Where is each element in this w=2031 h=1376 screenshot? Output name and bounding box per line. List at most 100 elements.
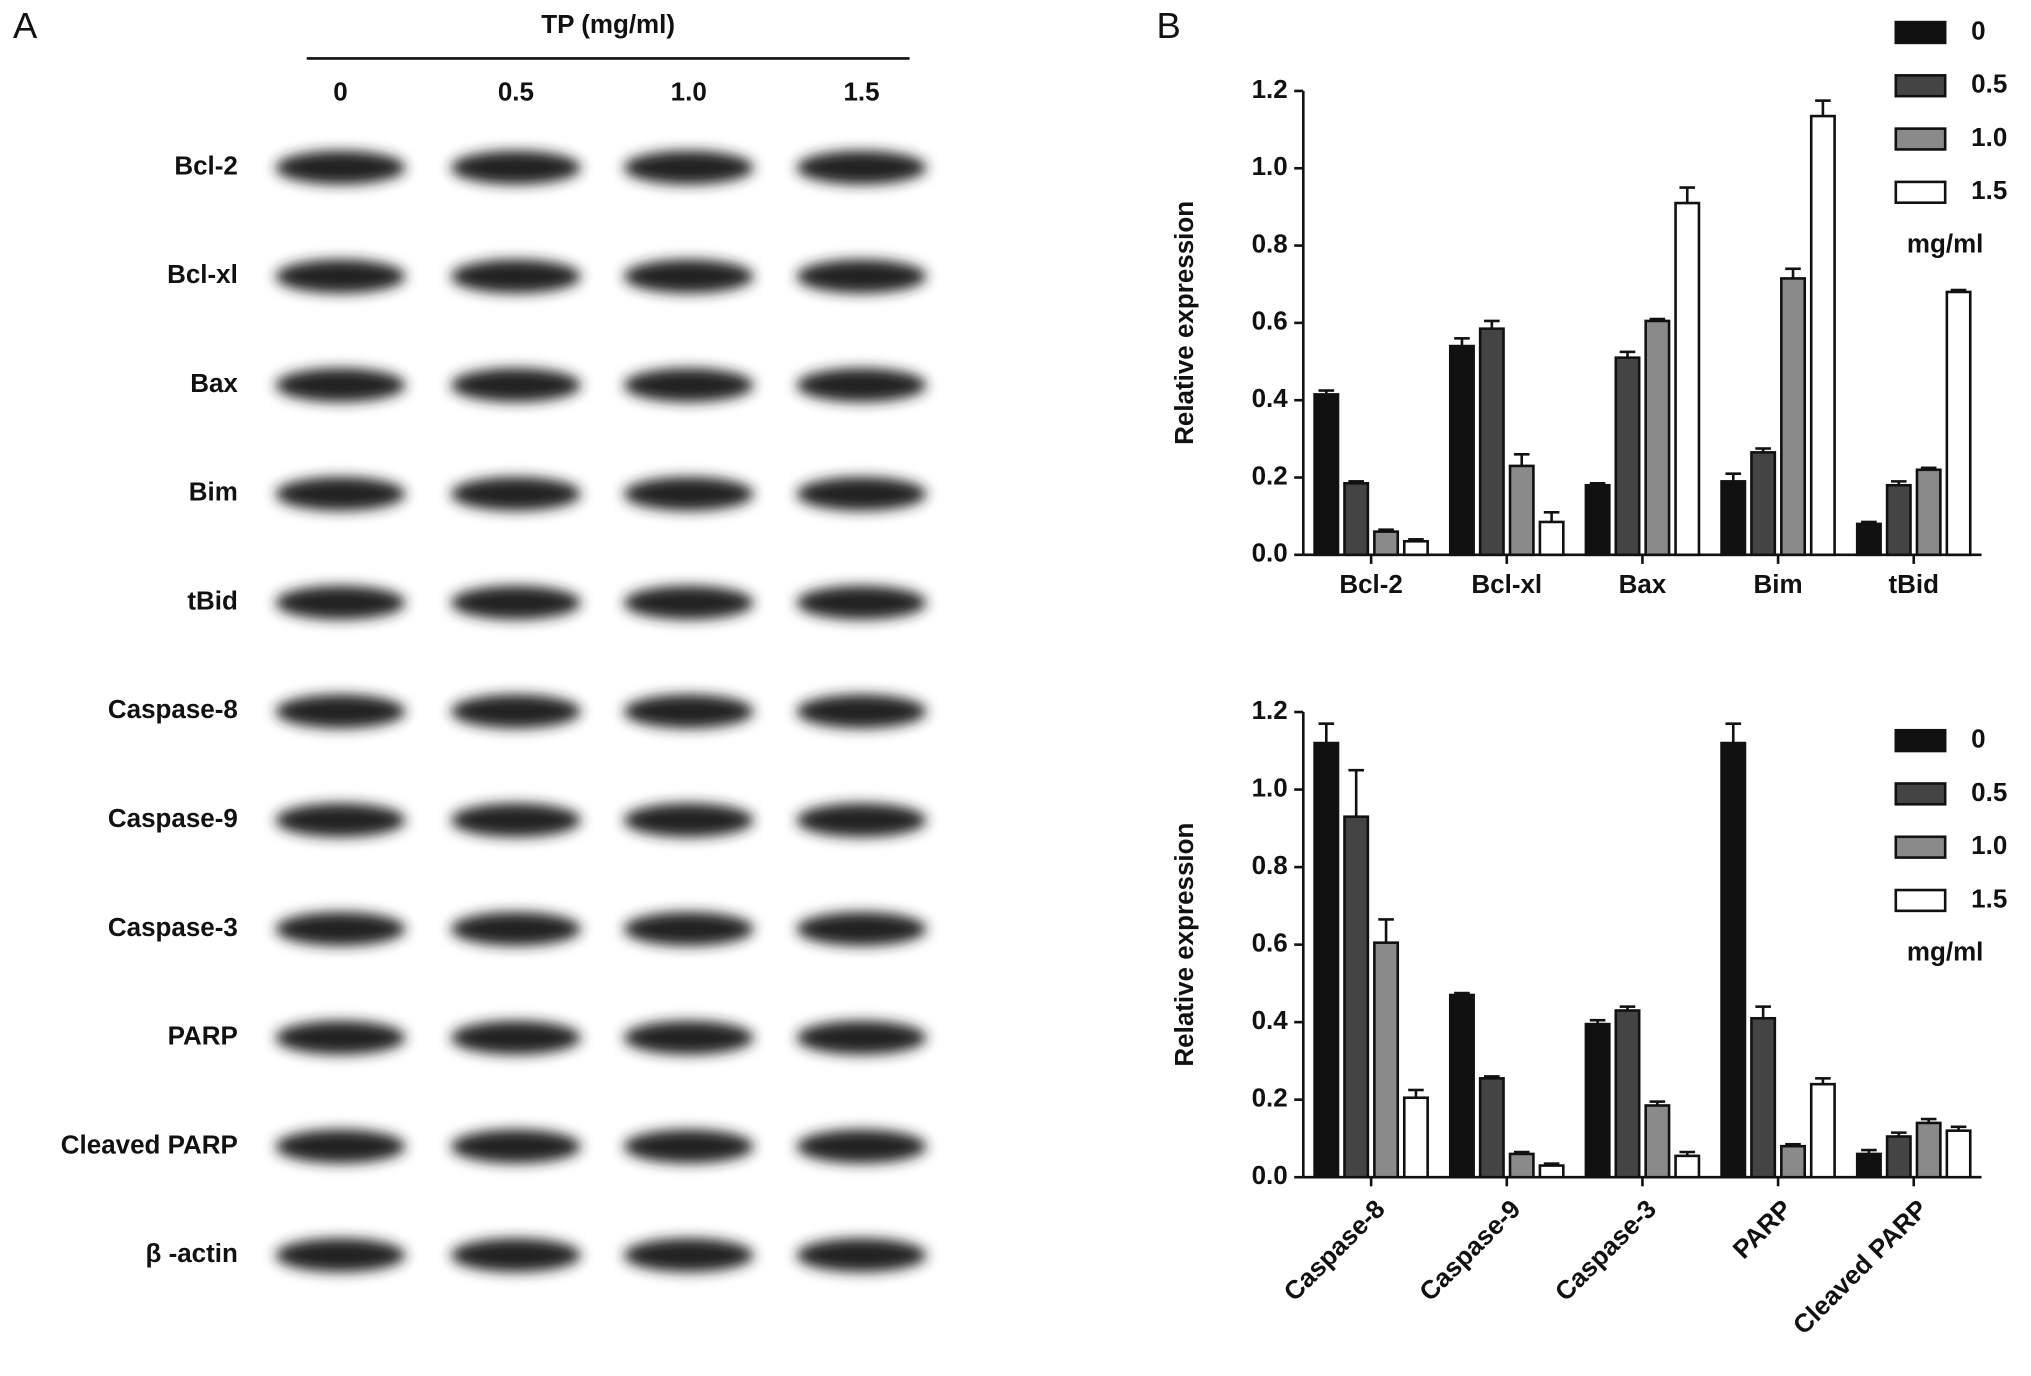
bar	[1478, 1077, 1505, 1179]
bar	[1750, 1016, 1777, 1179]
bar	[1313, 393, 1340, 557]
bar	[1915, 468, 1942, 557]
blot-band	[450, 368, 581, 403]
lane-label: 0.5	[498, 76, 534, 106]
blot-band	[623, 259, 754, 294]
y-axis-label: Relative expression	[1169, 201, 1199, 445]
bar	[1538, 1164, 1565, 1179]
bar	[1780, 1144, 1807, 1179]
y-tick-label: 1.0	[1252, 151, 1288, 181]
row-label: PARP	[168, 1021, 238, 1051]
legend-label: 0.5	[1971, 69, 2007, 99]
blot-band	[275, 912, 406, 946]
y-tick-label: 0.0	[1252, 1160, 1288, 1190]
bar	[1614, 1009, 1641, 1179]
blot-band	[275, 368, 406, 403]
bar	[1508, 1152, 1535, 1179]
bar	[1720, 741, 1747, 1179]
bar	[1915, 1121, 1942, 1179]
blot-band	[623, 368, 754, 403]
row-label: Bcl-xl	[167, 259, 238, 289]
blot-band	[796, 585, 927, 620]
y-tick-label: 0.2	[1252, 460, 1288, 490]
bar	[1809, 114, 1836, 557]
bar	[1538, 520, 1565, 557]
blot-band	[450, 1129, 581, 1164]
blot-band	[275, 1238, 406, 1273]
blot-band	[275, 1129, 406, 1164]
blot-band	[450, 585, 581, 620]
blot-band	[623, 150, 754, 185]
blot-band	[796, 150, 927, 185]
legend-swatch	[1894, 20, 1947, 45]
blot-band	[796, 912, 927, 946]
row-label: Bcl-2	[174, 150, 238, 180]
bar	[1402, 1096, 1429, 1179]
blot-band	[275, 694, 406, 729]
blot-band	[796, 1238, 927, 1273]
blot-band	[796, 1020, 927, 1055]
legend-swatch	[1894, 127, 1947, 151]
blot-band	[623, 1129, 754, 1164]
blot-band	[796, 259, 927, 294]
bar	[1855, 522, 1882, 557]
legend-label: 0.5	[1971, 777, 2007, 807]
legend-label: 1.5	[1971, 883, 2007, 913]
panel-label: A	[13, 5, 38, 46]
bar	[1478, 327, 1505, 557]
blot-band	[796, 368, 927, 403]
bar	[1855, 1152, 1882, 1179]
bar	[1885, 1135, 1912, 1179]
x-tick-label: Bax	[1619, 569, 1667, 599]
bar	[1373, 941, 1400, 1179]
y-tick-label: 1.2	[1252, 695, 1288, 725]
y-tick-label: 0.4	[1252, 1005, 1289, 1035]
legend-title: mg/ml	[1907, 937, 1983, 967]
bar	[1644, 319, 1671, 557]
blot-header: TP (mg/ml)	[541, 9, 675, 39]
legend-swatch	[1894, 728, 1947, 753]
bar	[1720, 480, 1747, 557]
legend-swatch	[1894, 782, 1947, 806]
bar	[1809, 1082, 1836, 1179]
bar	[1343, 815, 1370, 1179]
row-label: Bax	[190, 368, 238, 398]
legend-label: 0	[1971, 723, 1985, 753]
blot-band	[450, 476, 581, 511]
y-tick-label: 0.6	[1252, 927, 1288, 957]
bar	[1402, 539, 1429, 557]
bar	[1448, 344, 1475, 557]
legend-swatch	[1894, 74, 1947, 98]
bar	[1945, 1129, 1972, 1179]
blot-band	[623, 694, 754, 729]
y-tick-label: 0.4	[1252, 383, 1289, 413]
bar	[1313, 741, 1340, 1179]
blot-band	[275, 259, 406, 294]
y-tick-label: 0.0	[1252, 538, 1288, 568]
lane-label: 1.5	[843, 76, 879, 106]
blot-band	[275, 150, 406, 185]
row-label: Cleaved PARP	[61, 1129, 238, 1159]
blot-band	[623, 912, 754, 946]
row-label: Caspase-3	[108, 912, 238, 942]
bar	[1508, 464, 1535, 557]
bar	[1885, 483, 1912, 557]
legend-label: 1.5	[1971, 175, 2007, 205]
blot-band	[275, 1020, 406, 1055]
blot-band	[450, 694, 581, 729]
legend-label: 1.0	[1971, 830, 2007, 860]
blot-band	[623, 585, 754, 620]
legend-swatch	[1894, 180, 1947, 204]
bar	[1614, 356, 1641, 557]
bar	[1945, 290, 1972, 557]
y-tick-label: 1.2	[1252, 74, 1288, 104]
x-tick-label: Caspase-3	[1549, 1194, 1662, 1307]
blot-band	[450, 150, 581, 185]
blot-band	[796, 1129, 927, 1164]
bar	[1644, 1104, 1671, 1179]
y-tick-label: 0.8	[1252, 850, 1288, 880]
legend-title: mg/ml	[1907, 228, 1983, 258]
row-label: Caspase-9	[108, 803, 238, 833]
panel-label: B	[1156, 5, 1180, 46]
